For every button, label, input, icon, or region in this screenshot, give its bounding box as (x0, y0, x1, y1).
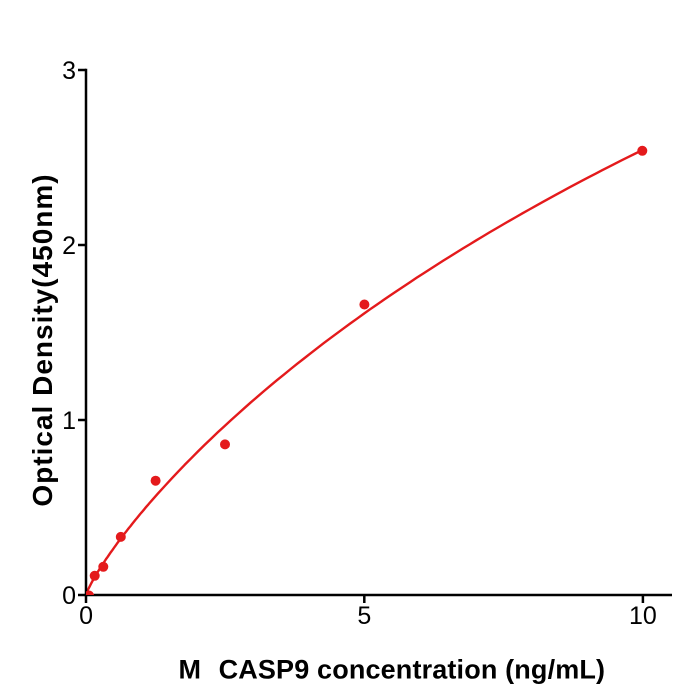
svg-text:M: M (179, 654, 202, 684)
svg-text:Optical Density(450nm): Optical Density(450nm) (27, 173, 58, 506)
svg-text:CASP9 concentration (ng/mL): CASP9 concentration (ng/mL) (219, 654, 606, 684)
svg-text:2: 2 (62, 232, 76, 260)
svg-text:1: 1 (62, 407, 76, 435)
svg-text:10: 10 (629, 602, 657, 630)
svg-text:3: 3 (62, 57, 76, 85)
svg-text:0: 0 (62, 582, 76, 610)
svg-text:5: 5 (357, 602, 371, 630)
svg-text:0: 0 (79, 602, 93, 630)
